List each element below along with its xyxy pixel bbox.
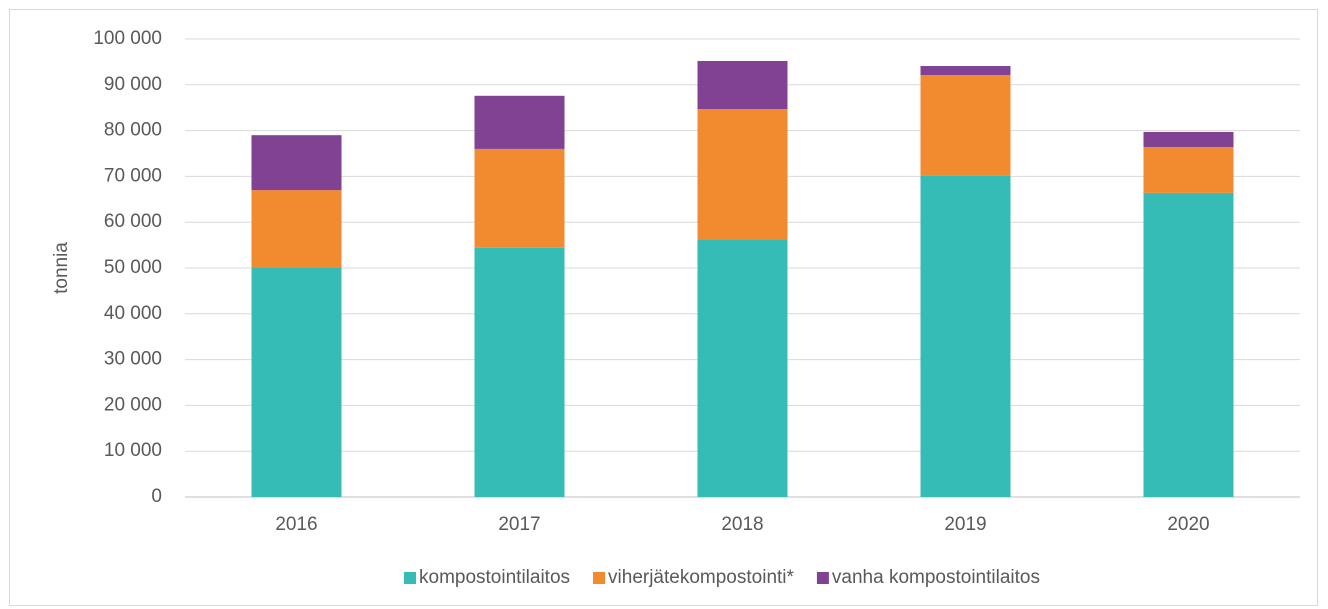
chart-frame bbox=[9, 9, 1318, 606]
x-tick-label: 2018 bbox=[721, 514, 763, 535]
y-tick-label: 70 000 bbox=[104, 165, 162, 186]
bar-segment bbox=[474, 95, 565, 149]
bar-segment bbox=[920, 75, 1011, 176]
y-tick-label: 20 000 bbox=[104, 394, 162, 415]
bar-segment bbox=[920, 66, 1011, 76]
bar-segment bbox=[251, 190, 342, 268]
y-tick-label: 50 000 bbox=[104, 257, 162, 278]
x-tick-label: 2019 bbox=[944, 514, 986, 535]
x-tick-label: 2016 bbox=[275, 514, 317, 535]
y-tick-label: 80 000 bbox=[104, 120, 162, 141]
bar-segment bbox=[1143, 192, 1234, 497]
y-axis-label: tonnia bbox=[51, 242, 72, 294]
legend-swatch bbox=[593, 572, 606, 584]
y-tick-label: 40 000 bbox=[104, 303, 162, 324]
legend-label: vanha kompostointilaitos bbox=[832, 567, 1040, 588]
bar-segment bbox=[474, 247, 565, 497]
legend-swatch bbox=[816, 572, 829, 584]
bar-segment bbox=[697, 239, 788, 497]
bar-segment bbox=[1143, 147, 1234, 193]
bar-segment bbox=[251, 268, 342, 497]
x-tick-label: 2020 bbox=[1167, 514, 1209, 535]
bar-segment bbox=[474, 148, 565, 248]
bar-segment bbox=[697, 60, 788, 110]
x-tick-label: 2017 bbox=[498, 514, 540, 535]
y-tick-label: 100 000 bbox=[93, 28, 162, 49]
bar-segment bbox=[1143, 131, 1234, 148]
y-tick-label: 0 bbox=[151, 486, 162, 507]
bar-segment bbox=[697, 109, 788, 240]
y-tick-label: 60 000 bbox=[104, 211, 162, 232]
y-tick-label: 90 000 bbox=[104, 74, 162, 95]
bar-segment bbox=[920, 175, 1011, 497]
y-tick-label: 30 000 bbox=[104, 349, 162, 370]
bar-segment bbox=[251, 135, 342, 191]
legend-label: kompostointilaitos bbox=[419, 567, 570, 588]
legend-swatch bbox=[404, 572, 417, 584]
y-tick-label: 10 000 bbox=[104, 440, 162, 461]
legend-label: viherjätekompostointi* bbox=[608, 567, 794, 588]
